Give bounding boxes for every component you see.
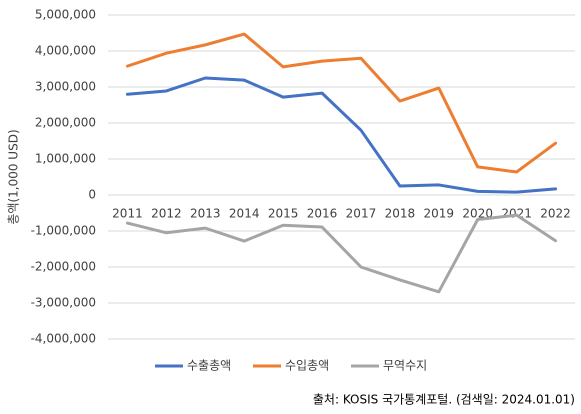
x-tick-label: 2019	[424, 207, 455, 221]
x-tick-label: 2011	[112, 207, 143, 221]
y-tick-label: 0	[88, 188, 96, 202]
series-line	[125, 32, 558, 174]
x-tick-label: 2020	[462, 207, 493, 221]
x-tick-label: 2017	[346, 207, 377, 221]
y-tick-label: 4,000,000	[35, 44, 96, 58]
x-tick-label: 2016	[307, 207, 338, 221]
y-tick-label: 2,000,000	[35, 116, 96, 130]
x-tick-label: 2015	[268, 207, 299, 221]
x-tick-label: 2013	[190, 207, 221, 221]
source-note: 출처: KOSIS 국가통계포털. (검색일: 2024.01.01)	[313, 393, 575, 407]
y-tick-label: 1,000,000	[35, 152, 96, 166]
legend-label: 수입총액	[285, 359, 329, 373]
series-line	[125, 76, 558, 194]
y-tick-label: 3,000,000	[35, 80, 96, 94]
x-tick-label: 2018	[385, 207, 416, 221]
y-tick-label: -3,000,000	[31, 296, 96, 310]
y-tick-label: -1,000,000	[31, 224, 96, 238]
y-tick-label: -2,000,000	[31, 260, 96, 274]
x-tick-label: 2012	[151, 207, 182, 221]
x-tick-label: 2014	[229, 207, 260, 221]
legend-label: 무역수지	[383, 359, 427, 373]
x-tick-label: 2022	[540, 207, 571, 221]
y-axis-title: 총액(1,000 USD)	[7, 129, 21, 224]
legend-label: 수출총액	[187, 359, 231, 373]
y-tick-label: -4,000,000	[31, 332, 96, 346]
y-tick-label: 5,000,000	[35, 8, 96, 22]
x-tick-label: 2021	[501, 207, 532, 221]
series-line	[125, 213, 558, 294]
